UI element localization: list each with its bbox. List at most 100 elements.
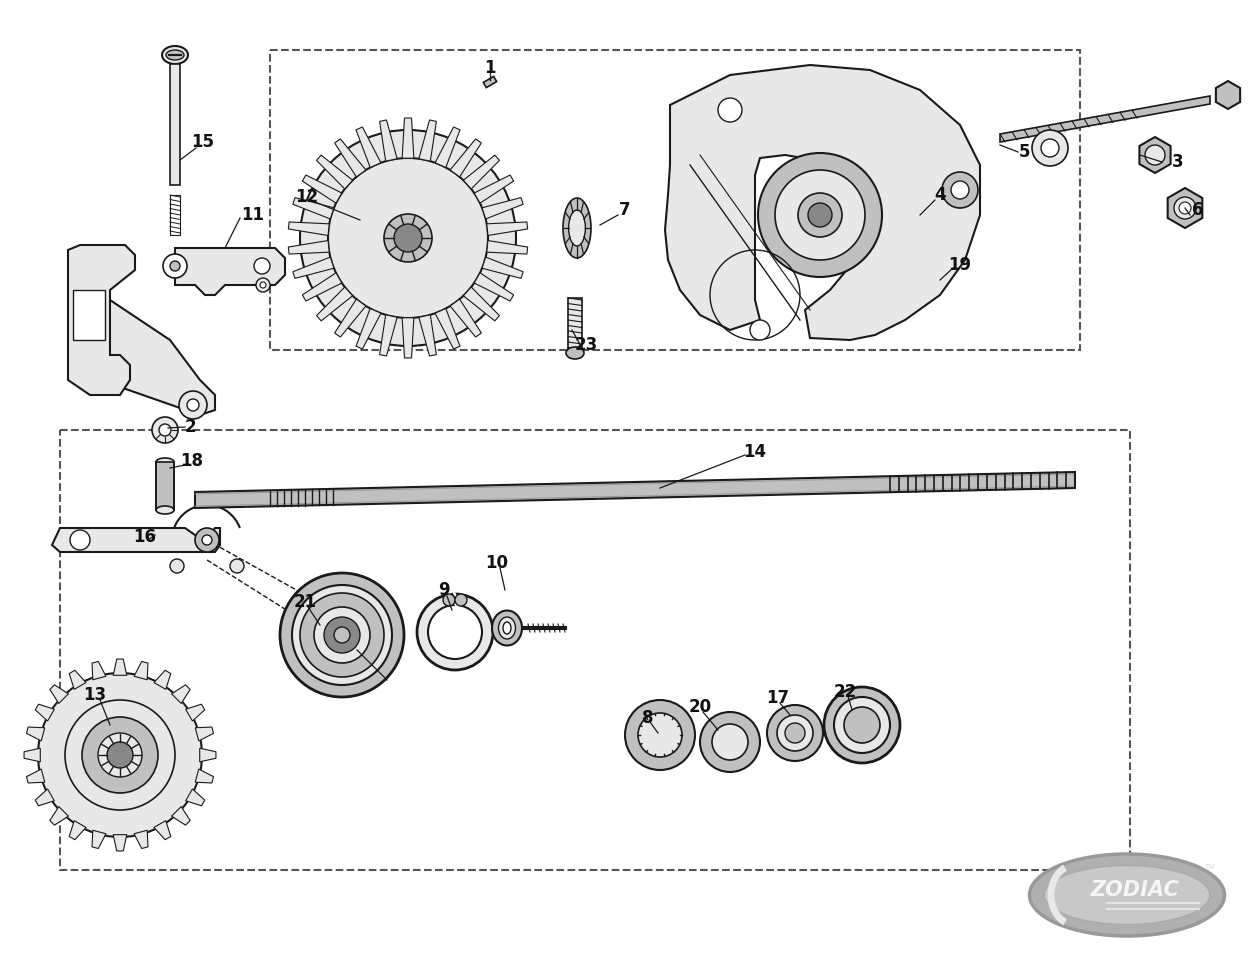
- Polygon shape: [288, 241, 329, 254]
- Polygon shape: [68, 245, 134, 395]
- Circle shape: [328, 158, 488, 318]
- Polygon shape: [113, 660, 127, 675]
- Polygon shape: [435, 127, 460, 167]
- Text: 10: 10: [485, 554, 509, 572]
- Polygon shape: [186, 789, 205, 805]
- Ellipse shape: [156, 506, 173, 514]
- Circle shape: [254, 258, 270, 274]
- Polygon shape: [334, 300, 366, 337]
- Circle shape: [718, 98, 742, 122]
- Polygon shape: [73, 290, 106, 340]
- Circle shape: [777, 715, 813, 751]
- Circle shape: [1179, 202, 1190, 214]
- Circle shape: [941, 172, 978, 208]
- Circle shape: [767, 705, 823, 761]
- Polygon shape: [200, 748, 216, 762]
- Ellipse shape: [1029, 854, 1224, 936]
- Circle shape: [700, 712, 760, 772]
- Text: 17: 17: [767, 689, 789, 707]
- Polygon shape: [419, 315, 436, 356]
- Polygon shape: [402, 118, 414, 158]
- Polygon shape: [293, 198, 334, 219]
- Polygon shape: [170, 64, 180, 185]
- Text: TM: TM: [1204, 864, 1214, 870]
- Circle shape: [324, 617, 360, 653]
- Polygon shape: [24, 748, 40, 762]
- Ellipse shape: [491, 611, 522, 645]
- Polygon shape: [450, 139, 481, 177]
- Circle shape: [256, 278, 270, 292]
- Ellipse shape: [166, 50, 184, 60]
- Circle shape: [65, 700, 175, 810]
- Circle shape: [455, 594, 468, 606]
- Circle shape: [1145, 145, 1165, 165]
- Text: 16: 16: [133, 528, 157, 546]
- Polygon shape: [665, 65, 980, 340]
- Circle shape: [776, 170, 865, 260]
- Polygon shape: [474, 175, 514, 204]
- Polygon shape: [380, 315, 397, 356]
- Polygon shape: [153, 670, 171, 689]
- Polygon shape: [419, 120, 436, 161]
- Polygon shape: [1216, 81, 1241, 109]
- Polygon shape: [380, 120, 397, 161]
- Circle shape: [843, 707, 880, 743]
- Circle shape: [833, 697, 890, 753]
- Circle shape: [1041, 139, 1058, 157]
- Circle shape: [393, 224, 422, 252]
- Polygon shape: [317, 156, 353, 189]
- Polygon shape: [92, 830, 106, 849]
- Text: 1: 1: [484, 59, 495, 77]
- Polygon shape: [171, 806, 190, 826]
- Text: ZODIAC: ZODIAC: [1091, 880, 1179, 900]
- Circle shape: [383, 214, 432, 262]
- Circle shape: [808, 203, 832, 227]
- Polygon shape: [474, 273, 514, 301]
- Circle shape: [314, 607, 370, 663]
- Ellipse shape: [568, 210, 586, 246]
- Text: 4: 4: [934, 186, 945, 204]
- Polygon shape: [464, 287, 499, 321]
- Text: 20: 20: [689, 698, 711, 716]
- Text: 14: 14: [743, 443, 767, 461]
- Polygon shape: [288, 222, 329, 235]
- Ellipse shape: [563, 198, 591, 258]
- Circle shape: [38, 673, 202, 837]
- Text: 21: 21: [293, 593, 317, 611]
- Polygon shape: [92, 661, 106, 680]
- Polygon shape: [113, 834, 127, 851]
- Polygon shape: [170, 195, 180, 235]
- Polygon shape: [450, 300, 481, 337]
- Polygon shape: [435, 308, 460, 349]
- Polygon shape: [1001, 96, 1210, 142]
- Circle shape: [711, 724, 748, 760]
- Polygon shape: [153, 821, 171, 840]
- Circle shape: [300, 130, 517, 346]
- Polygon shape: [195, 727, 214, 741]
- Ellipse shape: [1045, 866, 1210, 924]
- Circle shape: [417, 594, 493, 670]
- Text: 18: 18: [181, 452, 204, 470]
- Polygon shape: [35, 789, 54, 805]
- Text: 9: 9: [439, 581, 450, 599]
- Circle shape: [170, 559, 184, 573]
- Polygon shape: [1168, 188, 1203, 228]
- Polygon shape: [91, 300, 215, 415]
- Ellipse shape: [503, 622, 512, 634]
- Circle shape: [750, 320, 771, 340]
- Polygon shape: [156, 462, 173, 510]
- Text: 6: 6: [1192, 201, 1204, 219]
- Polygon shape: [26, 769, 45, 783]
- Polygon shape: [50, 684, 68, 704]
- Circle shape: [202, 535, 212, 545]
- Polygon shape: [134, 830, 148, 849]
- Circle shape: [82, 717, 158, 793]
- Circle shape: [639, 713, 683, 757]
- Text: 22: 22: [833, 683, 856, 701]
- Polygon shape: [69, 670, 85, 689]
- Circle shape: [300, 593, 383, 677]
- Polygon shape: [317, 287, 353, 321]
- Polygon shape: [69, 821, 85, 840]
- Text: 12: 12: [295, 188, 318, 206]
- Polygon shape: [356, 308, 381, 349]
